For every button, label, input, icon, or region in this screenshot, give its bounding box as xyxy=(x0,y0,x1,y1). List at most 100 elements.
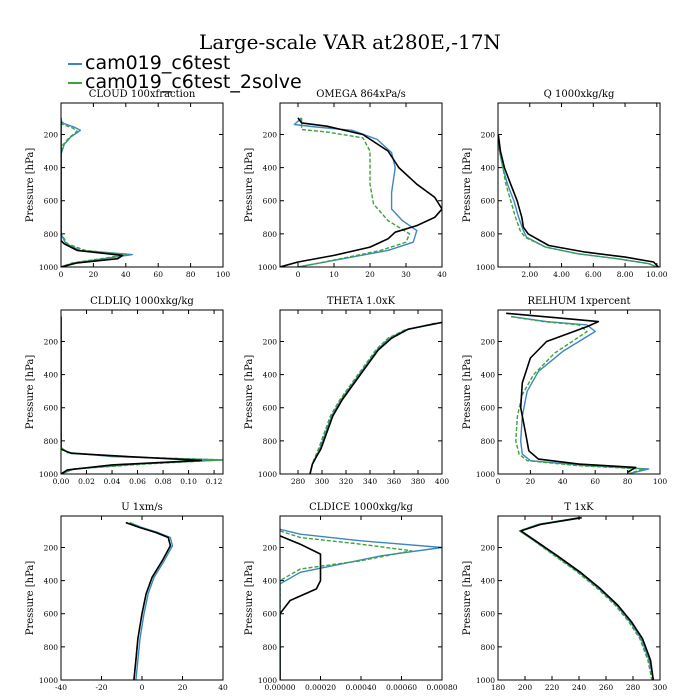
y-tick-label: 200 xyxy=(44,337,59,346)
series-line-cam019-c6test-2solve xyxy=(61,121,127,267)
x-tick-label: 0 xyxy=(496,477,501,486)
plot-frame xyxy=(497,515,661,681)
series-line-reference xyxy=(61,316,203,474)
y-axis-label: Pressure [hPa] xyxy=(244,355,255,430)
x-tick-label: 0 xyxy=(140,683,145,692)
series-line-reference xyxy=(280,117,442,267)
x-tick-label: 200 xyxy=(518,683,533,692)
y-tick-label: 800 xyxy=(44,643,59,652)
y-tick-label: 400 xyxy=(481,577,496,586)
y-tick-label: 1000 xyxy=(476,263,495,272)
panel-title: U 1xm/s xyxy=(121,502,163,513)
x-tick-label: 280 xyxy=(626,683,641,692)
legend-label-c6test-2solve: cam019_c6test_2solve xyxy=(85,71,302,93)
plot-frame xyxy=(60,102,224,268)
y-tick-label: 800 xyxy=(481,437,496,446)
y-tick-label: 600 xyxy=(44,197,59,206)
x-tick-label: -20 xyxy=(95,683,107,692)
x-tick-label: 4.00 xyxy=(553,270,570,279)
y-tick-label: 600 xyxy=(263,610,278,619)
panel-title: CLDLIQ 1000xkg/kg xyxy=(90,296,194,307)
x-tick-label: 400 xyxy=(435,477,450,486)
panel-title: CLOUD 100xfraction xyxy=(89,89,196,100)
panel-title: THETA 1.0xK xyxy=(327,296,396,307)
series-line-cam019-c6test xyxy=(309,322,437,474)
y-tick-label: 600 xyxy=(481,610,496,619)
y-tick-label: 800 xyxy=(263,230,278,239)
series-line-cam019-c6test xyxy=(280,528,442,680)
x-tick-label: 10 xyxy=(329,270,339,279)
x-tick-label: 0 xyxy=(59,270,64,279)
x-tick-label: 380 xyxy=(411,477,426,486)
y-tick-label: 200 xyxy=(263,543,278,552)
panel-title: Q 1000xkg/kg xyxy=(544,89,615,100)
x-tick-label: 0.00000 xyxy=(264,683,295,692)
x-tick-label: 6.00 xyxy=(585,270,602,279)
legend-line-c6test-2solve xyxy=(68,81,82,84)
y-tick-label: 600 xyxy=(44,610,59,619)
x-tick-label: 180 xyxy=(491,683,506,692)
panel-0: CLOUD 100xfraction Pressure [hPa] 0 20 40 60 8… xyxy=(25,89,230,279)
panel-title: OMEGA 864xPa/s xyxy=(316,89,406,100)
x-tick-label: 0.00 xyxy=(53,477,70,486)
y-tick-label: 800 xyxy=(481,230,496,239)
x-tick-label: 280 xyxy=(291,477,306,486)
plot-frame xyxy=(60,515,224,681)
panel-5: RELHUM 1xpercent Pressure [hPa] 0 20 40 60 80 1… xyxy=(462,296,667,486)
y-tick-label: 200 xyxy=(481,130,496,139)
series-line-reference xyxy=(309,321,442,474)
y-tick-label: 1000 xyxy=(39,263,58,272)
series-line-cam019-c6test-2solve xyxy=(297,117,411,267)
y-tick-label: 400 xyxy=(481,164,496,173)
legend-item-c6test: cam019_c6test xyxy=(68,53,230,73)
y-tick-label: 1000 xyxy=(258,470,277,479)
y-tick-label: 600 xyxy=(44,404,59,413)
y-tick-label: 400 xyxy=(481,371,496,380)
legend-item-c6test-2solve: cam019_c6test_2solve xyxy=(68,72,302,92)
y-tick-label: 800 xyxy=(481,643,496,652)
y-axis-label: Pressure [hPa] xyxy=(25,355,36,430)
plot-frame xyxy=(497,309,661,475)
x-tick-label: 8.00 xyxy=(617,270,634,279)
x-tick-label: 20 xyxy=(89,270,99,279)
y-tick-label: 400 xyxy=(44,577,59,586)
series-line-cam019-c6test-2solve xyxy=(498,134,658,267)
y-tick-label: 200 xyxy=(44,543,59,552)
y-axis-label: Pressure [hPa] xyxy=(25,561,36,636)
x-tick-label: 60 xyxy=(153,270,163,279)
plot-frame xyxy=(279,309,443,475)
x-tick-label: 100 xyxy=(653,477,668,486)
panel-title: RELHUM 1xpercent xyxy=(527,296,630,307)
x-tick-label: 320 xyxy=(339,477,354,486)
y-tick-label: 600 xyxy=(481,404,496,413)
series-line-cam019-c6test xyxy=(510,315,650,474)
x-tick-label: 2.00 xyxy=(521,270,538,279)
x-tick-label: 0.00060 xyxy=(386,683,417,692)
series-line-cam019-c6test-2solve xyxy=(309,322,435,474)
y-tick-label: 400 xyxy=(44,371,59,380)
panel-title: T 1xK xyxy=(564,502,594,513)
y-tick-label: 1000 xyxy=(476,676,495,685)
series-line-cam019-c6test xyxy=(61,120,134,267)
x-tick-label: 60 xyxy=(590,477,600,486)
y-tick-label: 200 xyxy=(44,130,59,139)
y-tick-label: 200 xyxy=(263,337,278,346)
x-tick-label: 20 xyxy=(365,270,375,279)
series-line-reference xyxy=(125,521,172,680)
panel-3: CLDLIQ 1000xkg/kg Pressure [hPa] 0.00 0.02 0… xyxy=(25,296,224,486)
panel-7: CLDICE 1000xkg/kg Pressure [hPa] 0.00000 0.… xyxy=(244,502,458,692)
x-tick-label: 10.00 xyxy=(646,270,668,279)
series-line-cam019-c6test xyxy=(498,134,658,267)
y-axis-label: Pressure [hPa] xyxy=(244,561,255,636)
series-line-cam019-c6test-2solve xyxy=(61,316,223,474)
y-tick-label: 200 xyxy=(263,130,278,139)
x-tick-label: 80 xyxy=(623,477,633,486)
plot-frame xyxy=(279,102,443,268)
x-tick-label: 0.00080 xyxy=(426,683,457,692)
x-tick-label: 0.10 xyxy=(180,477,197,486)
panel-2: Q 1000xkg/kg Pressure [hPa] 2.00 4.00 6.00 8.… xyxy=(462,89,668,279)
y-axis-label: Pressure [hPa] xyxy=(462,355,473,430)
plot-frame xyxy=(60,309,224,475)
x-tick-label: 240 xyxy=(572,683,587,692)
